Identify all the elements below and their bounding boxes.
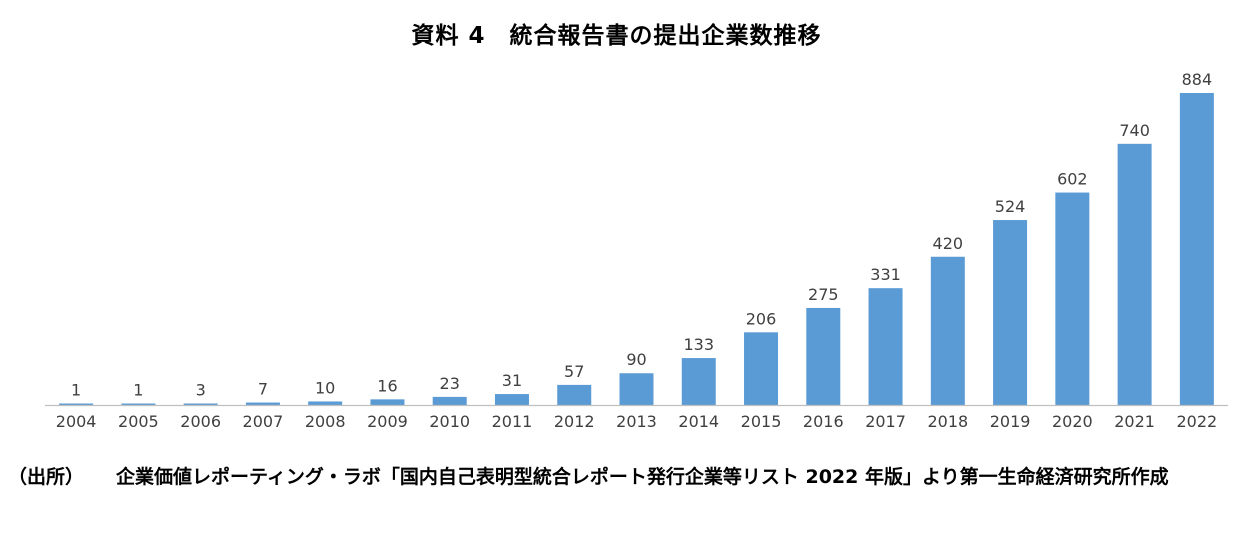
bar-2010 [432, 396, 467, 405]
x-tick-label-2015: 2015 [741, 412, 782, 431]
bar-2008 [308, 401, 343, 405]
x-tick-label-2011: 2011 [492, 412, 533, 431]
x-tick-label-2010: 2010 [429, 412, 470, 431]
value-label-2009: 16 [377, 376, 397, 395]
bar-2014 [681, 358, 716, 405]
x-tick-label-2020: 2020 [1052, 412, 1093, 431]
bar-2006 [183, 403, 218, 405]
value-label-2014: 133 [683, 335, 714, 354]
source-text: 企業価値レポーティング・ラボ「国内自己表明型統合レポート発行企業等リスト 202… [116, 466, 1169, 488]
bar-2009 [370, 399, 405, 405]
value-label-2016: 275 [808, 285, 839, 304]
value-labels-group: 1 1 3 7 10 16 23 31 57 90 133 206 275 331 420 524 602 740… [71, 70, 1212, 400]
x-tick-label-2006: 2006 [180, 412, 221, 431]
bar-2004 [59, 403, 94, 405]
x-tick-label-2022: 2022 [1177, 412, 1218, 431]
x-tick-label-2005: 2005 [118, 412, 159, 431]
value-label-2005: 1 [133, 381, 143, 400]
x-tick-label-2013: 2013 [616, 412, 657, 431]
value-label-2008: 10 [315, 378, 335, 397]
x-tick-label-2018: 2018 [927, 412, 968, 431]
value-label-2012: 57 [564, 362, 584, 381]
bar-2015 [744, 332, 779, 405]
value-label-2017: 331 [870, 265, 901, 284]
bar-2020 [1055, 192, 1090, 405]
x-tick-label-2007: 2007 [243, 412, 284, 431]
x-tick-label-2004: 2004 [56, 412, 97, 431]
value-label-2007: 7 [258, 380, 268, 399]
value-label-2011: 31 [502, 371, 522, 390]
value-label-2019: 524 [995, 197, 1026, 216]
value-label-2018: 420 [933, 234, 964, 253]
x-tick-label-2012: 2012 [554, 412, 595, 431]
bar-2019 [993, 220, 1028, 405]
x-tick-labels-group: 2004 2005 2006 2007 2008 2009 2010 2011 2012 2013… [56, 412, 1217, 431]
x-tick-label-2021: 2021 [1114, 412, 1155, 431]
x-tick-label-2019: 2019 [990, 412, 1031, 431]
value-label-2015: 206 [746, 309, 777, 328]
x-tick-label-2016: 2016 [803, 412, 844, 431]
bars-group [59, 93, 1214, 405]
value-label-2020: 602 [1057, 170, 1088, 189]
bar-2013 [619, 373, 654, 405]
bar-2007 [245, 402, 280, 405]
source-prefix: （出所） [8, 466, 85, 488]
value-label-2013: 90 [626, 350, 646, 369]
bar-2022 [1179, 93, 1214, 405]
value-label-2010: 23 [440, 374, 460, 393]
value-label-2006: 3 [196, 381, 206, 400]
bar-2016 [806, 307, 841, 405]
value-label-2022: 884 [1182, 70, 1213, 89]
x-tick-label-2008: 2008 [305, 412, 346, 431]
x-tick-label-2009: 2009 [367, 412, 408, 431]
bar-chart: 1 1 3 7 10 16 23 31 57 90 133 206 275 331 420 524 602 740… [45, 70, 1228, 431]
x-tick-label-2014: 2014 [678, 412, 719, 431]
value-label-2004: 1 [71, 381, 81, 400]
bar-2021 [1117, 143, 1152, 405]
bar-2012 [557, 384, 592, 405]
bar-2018 [930, 256, 965, 405]
bar-2017 [868, 288, 903, 405]
bar-2011 [494, 394, 529, 405]
source-note: （出所） 企業価値レポーティング・ラボ「国内自己表明型統合レポート発行企業等リス… [8, 462, 1223, 492]
value-label-2021: 740 [1119, 121, 1150, 140]
x-tick-label-2017: 2017 [865, 412, 906, 431]
chart-title: 資料 4 統合報告書の提出企業数推移 [411, 23, 822, 49]
bar-2005 [121, 403, 156, 405]
